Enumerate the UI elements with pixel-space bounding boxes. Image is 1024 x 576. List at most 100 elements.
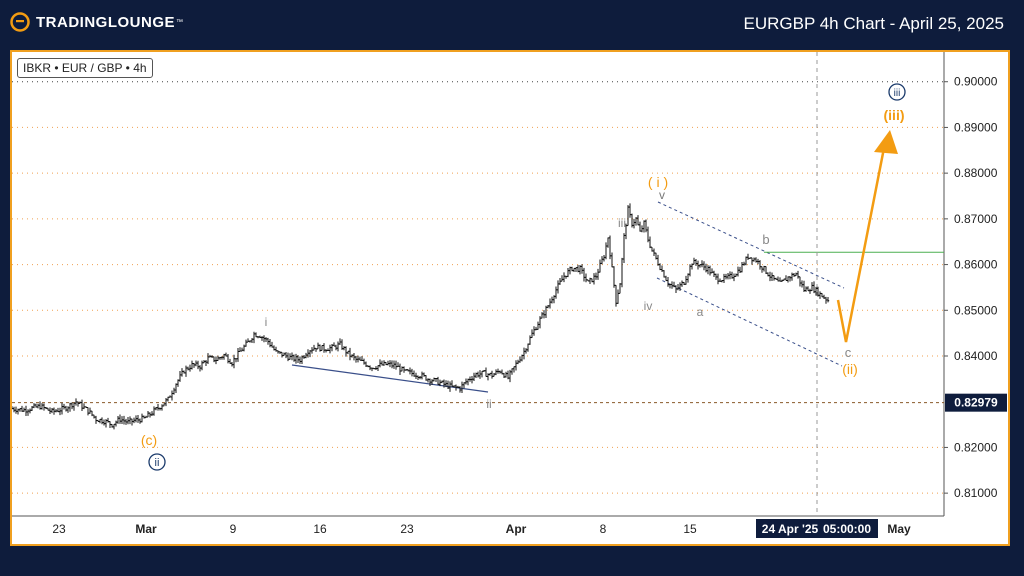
y-tick-label: 0.81000 (954, 486, 998, 500)
price-bar (604, 242, 608, 260)
price-bar (804, 286, 808, 292)
price-bar (706, 265, 710, 275)
price-bar (728, 271, 732, 280)
price-bar (540, 312, 544, 319)
price-bar (806, 286, 810, 292)
price-bar (808, 288, 812, 294)
price-bar (40, 403, 44, 410)
price-bar (292, 354, 296, 362)
wave-label-ii-orange: (ii) (842, 361, 858, 377)
price-bar (476, 371, 480, 378)
price-bar (348, 347, 352, 361)
price-bar (312, 344, 316, 351)
price-bar (394, 360, 398, 370)
price-axis: 0.90000 0.89000 0.88000 0.87000 0.86000 0.850… (944, 75, 998, 500)
price-bar (746, 253, 750, 261)
price-bar (260, 336, 264, 341)
price-bar (320, 344, 324, 351)
price-bar (628, 203, 632, 218)
price-bar (382, 360, 386, 366)
y-tick-label: 0.86000 (954, 258, 998, 272)
price-bar (102, 419, 106, 426)
price-bar (484, 367, 488, 377)
price-bar (156, 403, 160, 411)
price-bar (100, 417, 104, 425)
wave-label-a: a (697, 305, 704, 319)
projection-arrowhead (874, 130, 898, 154)
price-bar (600, 256, 604, 265)
x-tick-label: 23 (400, 522, 414, 536)
x-tick-label: 16 (313, 522, 327, 536)
price-bar (232, 354, 236, 369)
ticker-label: IBKR • EUR / GBP • 4h (17, 58, 153, 78)
price-bar (566, 268, 570, 278)
channel-lower-line (656, 277, 843, 367)
price-bar (304, 352, 308, 359)
price-bar (268, 339, 272, 348)
price-bar (702, 261, 706, 271)
price-bar (376, 365, 380, 371)
price-bar (236, 347, 240, 362)
price-bar (596, 268, 600, 280)
price-bar (86, 407, 90, 416)
price-bar (708, 265, 712, 276)
price-bar (684, 275, 688, 285)
price-bar (592, 273, 596, 285)
wave-label-c-orange: (c) (141, 432, 157, 448)
price-bar (82, 403, 86, 410)
price-bar (584, 273, 588, 283)
price-bar (172, 387, 176, 395)
price-bar (296, 355, 300, 364)
price-bar (692, 257, 696, 265)
y-tick-label: 0.87000 (954, 212, 998, 226)
brand-logo[interactable]: TRADINGLOUNGE ™ (10, 12, 183, 32)
time-axis: 23 Mar 9 16 23 Apr 8 15 May (52, 522, 911, 536)
price-bar (768, 271, 772, 282)
current-price-tag-text: 0.82979 (954, 396, 998, 410)
price-bar (686, 273, 690, 283)
price-bar (130, 418, 134, 426)
wave-label-i-minor: i (265, 315, 268, 329)
price-bar (50, 407, 54, 414)
price-bar (480, 370, 484, 378)
crosshair-time-text: 05:00:00 (823, 522, 871, 536)
price-bar (664, 275, 668, 282)
price-bar (532, 326, 536, 336)
y-tick-label: 0.84000 (954, 349, 998, 363)
price-bar (618, 283, 622, 294)
price-bar (798, 276, 802, 287)
current-price-tag (945, 393, 1007, 412)
price-bar (328, 344, 332, 354)
price-bar (622, 233, 626, 263)
chart-canvas[interactable]: 0.90000 0.89000 0.88000 0.87000 0.86000 0.850… (12, 52, 1008, 544)
price-bar (118, 414, 122, 424)
wave-label-v: v (659, 188, 665, 202)
price-bar (146, 411, 150, 418)
x-tick-label: 9 (230, 522, 237, 536)
price-bar (12, 406, 16, 413)
price-bar (648, 236, 652, 249)
price-bar (792, 272, 796, 277)
price-bar (526, 343, 530, 352)
price-bar (460, 381, 464, 394)
price-bar (152, 406, 156, 416)
price-bar (334, 344, 338, 351)
price-bar (478, 370, 482, 379)
y-tick-label: 0.90000 (954, 75, 998, 89)
price-bar (204, 360, 208, 366)
price-bar (36, 403, 40, 409)
price-bar (626, 205, 630, 227)
x-tick-label: May (887, 522, 911, 536)
crosshair-date-text: 24 Apr '25 (762, 522, 819, 536)
price-bar (200, 360, 204, 371)
price-bar (612, 266, 616, 288)
price-bar (362, 358, 366, 365)
x-tick-label: 23 (52, 522, 66, 536)
price-bar (722, 273, 726, 284)
price-bar (522, 347, 526, 360)
price-bar (778, 277, 782, 282)
crosshair-time-tag (756, 519, 878, 538)
wave-label-c: c (845, 345, 852, 360)
price-bar (26, 409, 30, 416)
price-bar (28, 408, 32, 414)
